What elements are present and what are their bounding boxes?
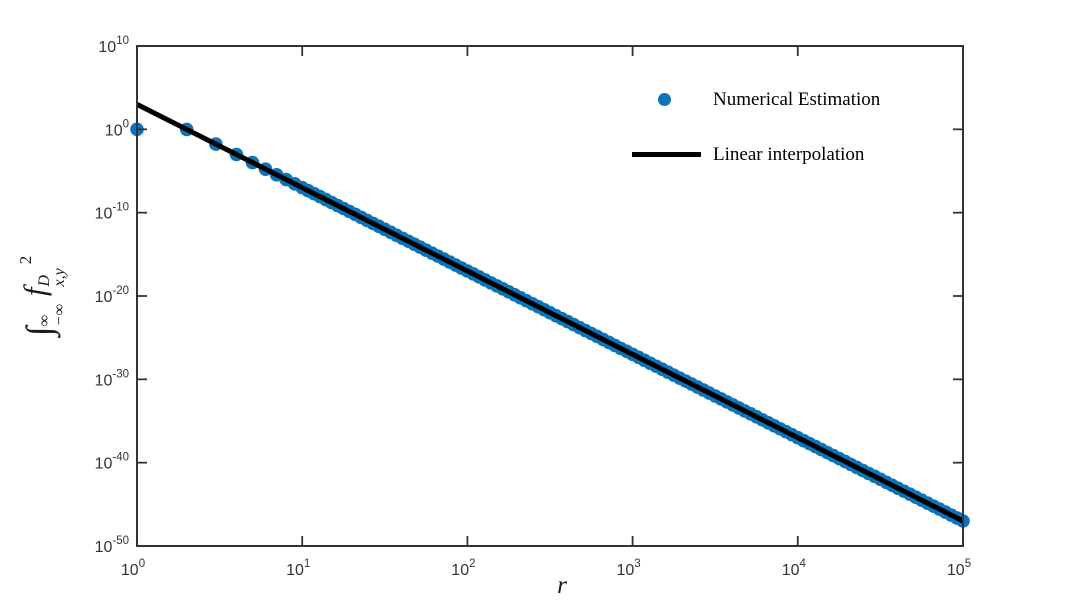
line-marker-icon [632,152,701,157]
x-tick-label: 103 [616,558,640,579]
x-tick-label: 105 [947,558,971,579]
x-tick-label: 102 [451,558,475,579]
y-tick-label: 10-40 [95,452,129,473]
legend-item-linear-interpolation: Linear interpolation [713,144,865,165]
fit-line [135,102,965,524]
axis-ticks [136,45,964,547]
function-symbol: f [17,287,52,297]
y-tick-label: 10-30 [95,368,129,389]
integral-symbol: ∫ [19,326,59,337]
y-tick-label: 10-20 [95,285,129,306]
x-tick-label: 101 [286,558,310,579]
y-tick-label: 10-50 [95,535,129,556]
x-tick-label: 104 [782,558,807,579]
y-tick-label: 1010 [98,35,129,56]
x-axis-label: r [557,572,567,599]
y-tick-label: 10-10 [95,202,129,223]
x-tick-label: 100 [121,558,145,579]
integral-lower-limit: −∞ [51,304,68,327]
power-exponent: 2 [16,255,35,265]
scatter-series [130,122,970,528]
legend-item-numerical-estimation: Numerical Estimation [713,89,881,110]
y-tick-label: 100 [105,118,129,139]
scatter-marker-icon [658,93,671,106]
integral-upper-limit: ∞ [36,314,53,327]
integral-limits: ∞ −∞ [36,304,68,327]
function-superscript: D [36,274,53,287]
function-subscript: x,y [51,268,68,287]
axes-frame [136,45,964,547]
